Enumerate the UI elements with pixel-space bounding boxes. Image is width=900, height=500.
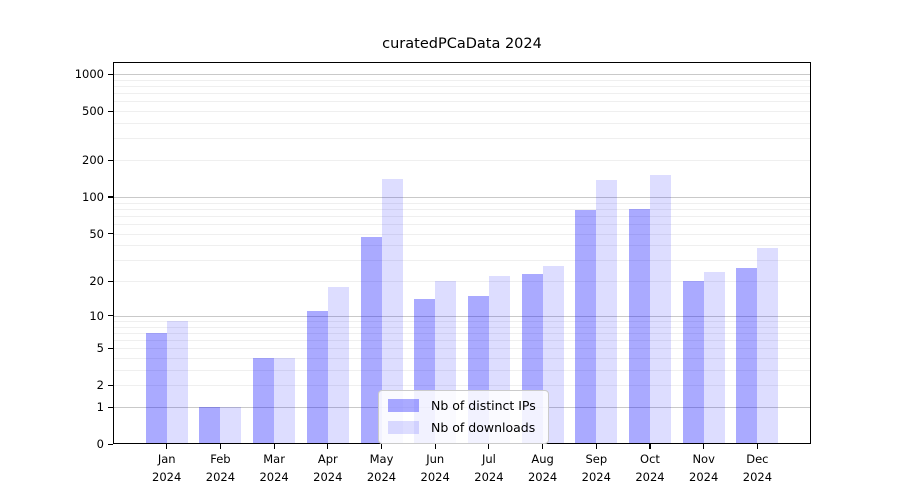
- gridline-minor: [114, 233, 810, 235]
- gridline-minor: [114, 385, 810, 387]
- legend: Nb of distinct IPs Nb of downloads: [378, 390, 549, 444]
- gridline-minor: [114, 340, 810, 341]
- bar-downloads: [650, 175, 671, 443]
- bar-downloads: [381, 179, 403, 443]
- gridline-minor: [114, 101, 810, 103]
- legend-label-downloads: Nb of downloads: [431, 420, 536, 435]
- gridline-minor: [114, 370, 810, 371]
- bar-distinct-ips: [575, 210, 597, 443]
- bar-distinct-ips: [306, 311, 328, 443]
- bar-downloads: [757, 247, 779, 443]
- gridline-minor: [114, 123, 810, 124]
- bar-distinct-ips: [360, 236, 382, 443]
- gridline-minor: [114, 245, 810, 247]
- chart-title: curatedPCaData 2024: [382, 36, 542, 52]
- bar-downloads: [220, 407, 242, 443]
- gridline-minor: [114, 208, 810, 210]
- gridline-minor: [114, 93, 810, 95]
- bar-downloads: [327, 286, 349, 443]
- gridline-minor: [114, 138, 810, 140]
- legend-item-downloads: Nb of downloads: [388, 420, 536, 435]
- gridline-minor: [114, 260, 810, 262]
- gridline-major: [114, 196, 810, 198]
- gridline-minor: [114, 358, 810, 359]
- bar-downloads: [703, 271, 725, 443]
- bar-downloads: [274, 358, 296, 443]
- bar-distinct-ips: [199, 407, 221, 443]
- gridline-minor: [114, 215, 810, 217]
- gridline-minor: [114, 332, 810, 334]
- legend-label-distinct-ips: Nb of distinct IPs: [431, 398, 536, 413]
- bar-distinct-ips: [253, 358, 275, 443]
- bar-downloads: [596, 179, 618, 443]
- legend-swatch-distinct-ips: [388, 399, 419, 412]
- gridline-minor: [114, 320, 810, 322]
- gridline-minor: [114, 79, 810, 81]
- legend-swatch-downloads: [388, 421, 419, 434]
- gridline-minor: [114, 348, 810, 350]
- bar-distinct-ips: [629, 208, 650, 443]
- gridline-major: [114, 315, 810, 317]
- legend-item-distinct-ips: Nb of distinct IPs: [388, 398, 536, 413]
- gridline-minor: [114, 111, 810, 113]
- bar-distinct-ips: [736, 267, 758, 443]
- gridline-major: [114, 74, 810, 75]
- gridline-minor: [114, 281, 810, 283]
- gridline-minor: [114, 224, 810, 225]
- gridline-minor: [114, 160, 810, 161]
- bar-distinct-ips: [682, 281, 704, 443]
- bar-downloads: [166, 320, 188, 443]
- gridline-minor: [114, 326, 810, 328]
- gridline-minor: [114, 85, 810, 87]
- gridline-minor: [114, 202, 810, 204]
- bar-distinct-ips: [145, 332, 167, 443]
